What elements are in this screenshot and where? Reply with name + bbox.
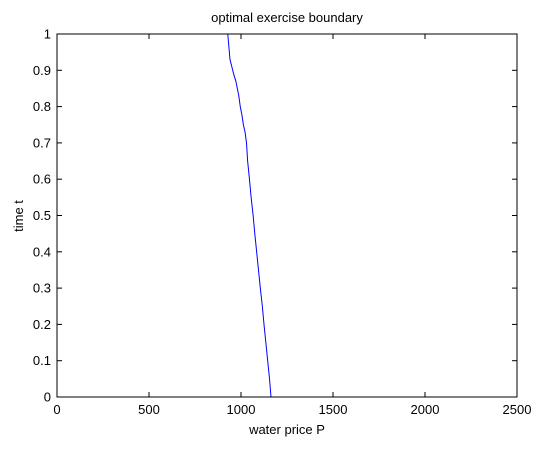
y-tick-label: 0.3	[33, 281, 51, 296]
x-tick-label: 1000	[227, 402, 256, 417]
x-tick-label: 0	[53, 402, 60, 417]
x-tick-label: 2500	[503, 402, 532, 417]
x-axis: 0 500 1000 1500 2000 2500	[53, 34, 531, 417]
chart-title: optimal exercise boundary	[211, 10, 363, 25]
y-tick-label: 0.5	[33, 208, 51, 223]
y-tick-label: 1	[44, 27, 51, 42]
y-tick-label: 0.4	[33, 244, 51, 259]
y-tick-label: 0.9	[33, 63, 51, 78]
series-layer	[227, 33, 272, 398]
series-line-0	[227, 33, 272, 398]
y-axis-label: time t	[11, 200, 26, 232]
x-tick-label: 2000	[411, 402, 440, 417]
y-tick-label: 0.8	[33, 99, 51, 114]
y-tick-label: 0.1	[33, 353, 51, 368]
x-tick-label: 1500	[319, 402, 348, 417]
y-tick-label: 0.6	[33, 172, 51, 187]
x-tick-label: 500	[138, 402, 160, 417]
plot-area	[57, 34, 517, 397]
y-tick-label: 0	[44, 390, 51, 405]
y-tick-label: 0.2	[33, 317, 51, 332]
y-axis: 0 0.1 0.2 0.3 0.4 0.5 0.6 0.7 0.8 0.9 1	[33, 27, 517, 405]
x-axis-label: water price P	[248, 422, 325, 437]
y-tick-label: 0.7	[33, 135, 51, 150]
